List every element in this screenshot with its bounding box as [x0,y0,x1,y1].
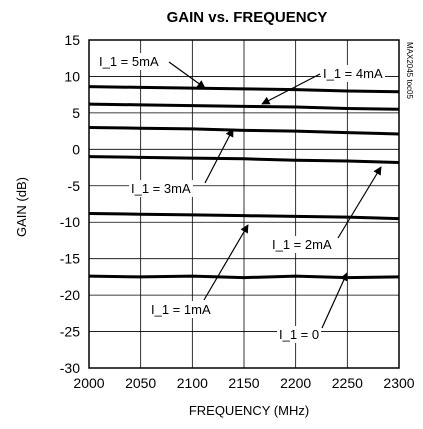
x-axis-label: FREQUENCY (MHz) [189,403,309,418]
annotation-label: I_1 = 0 [279,327,319,342]
series-line-0 [88,85,400,94]
x-tick-label: 2150 [228,375,259,391]
y-tick-label: 15 [64,32,80,48]
y-tick-label: -30 [60,360,80,376]
y-tick-label: -25 [60,324,80,340]
annotation-arrow [261,73,321,105]
annotation-arrow [321,272,348,329]
annotation-label-bg [149,301,213,318]
x-tick-label: 2200 [280,375,311,391]
annotation-label: I_1 = 2mA [272,237,332,252]
y-tick-label: -10 [60,214,80,230]
annotation-label-bg [277,326,322,343]
y-tick-label: 5 [72,105,80,121]
x-tick-label: 2000 [73,375,104,391]
y-tick-label: -20 [60,287,80,303]
x-tick-label: 2250 [332,375,363,391]
x-tick-label: 2300 [383,375,414,391]
chart-title: GAIN vs. FREQUENCY [167,9,328,26]
annotation-label-bg [270,236,334,253]
series-line-4 [88,211,400,221]
annotation-arrow [204,128,234,184]
annotation-label: I_1 = 3mA [131,181,191,196]
y-tick-label: 10 [64,68,80,84]
watermark: MAX2045 toc05 [405,42,414,99]
y-tick-label: -15 [60,251,80,267]
annotation-label: I_1 = 1mA [151,302,211,317]
annotation-label-bg [97,53,161,70]
x-tick-label: 2100 [177,375,208,391]
annotation-arrow [337,166,382,239]
series-line-3 [88,155,400,164]
annotation-arrow [168,61,206,89]
plot-frame [88,39,400,369]
annotation-label-bg [321,65,385,82]
annotation-layer: I_1 = 5mA I_1 = 4mA I_1 = 3mA I_1 = 2mA I_1 … [97,53,385,343]
series-line-5 [88,274,400,280]
annotation-label: I_1 = 5mA [99,54,159,69]
annotation-label-bg [129,180,193,197]
y-tick-labels: 15 10 5 0 -5 -10 -15 -20 -25 -30 [60,32,80,376]
series-line-1 [88,102,400,111]
y-tick-label: 0 [72,141,80,157]
y-tick-label: -5 [68,178,81,194]
annotation-label: I_1 = 4mA [323,66,383,81]
x-tick-label: 2050 [125,375,156,391]
annotation-arrow [203,224,249,301]
series-line-2 [88,125,400,136]
y-axis-label: GAIN (dB) [14,177,29,237]
x-tick-labels: 2000 2050 2100 2150 2200 2250 2300 [73,375,414,391]
